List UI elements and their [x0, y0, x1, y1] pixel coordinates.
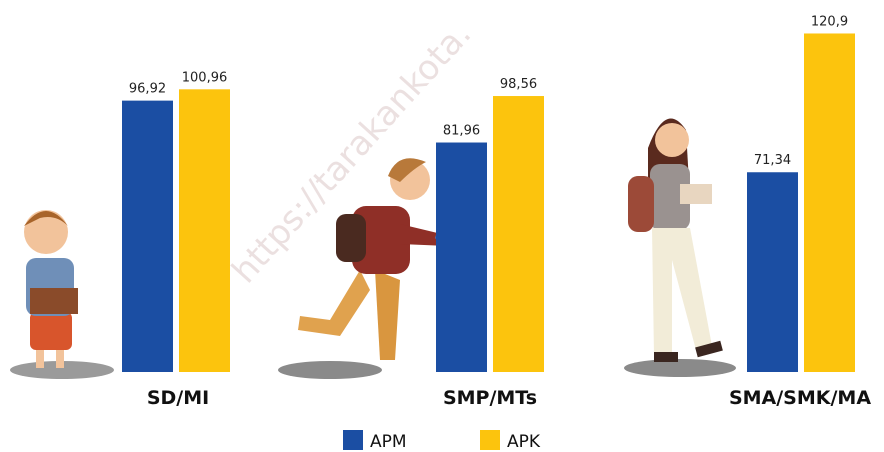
- value-label: 96,92: [129, 82, 166, 97]
- illustrations: [10, 118, 736, 379]
- value-label: 100,96: [182, 70, 228, 85]
- girl-figure: [628, 118, 723, 362]
- value-label: 120,9: [811, 14, 848, 29]
- bar: [436, 142, 487, 372]
- legend-swatch: [343, 430, 363, 450]
- bar: [122, 100, 173, 373]
- shadow: [624, 359, 736, 377]
- legend-label: APK: [507, 432, 541, 452]
- legend-label: APM: [370, 432, 407, 452]
- category-label: SMA/SMK/MA: [729, 387, 871, 409]
- value-label: 71,34: [754, 153, 791, 168]
- value-label: 81,96: [443, 124, 480, 139]
- bar: [179, 89, 230, 372]
- legend-swatch: [480, 430, 500, 450]
- bar: [804, 33, 855, 372]
- bar: [493, 96, 544, 373]
- category-label: SMP/MTs: [443, 387, 537, 409]
- bar: [747, 172, 798, 372]
- child-figure: [24, 210, 78, 368]
- shadow: [278, 361, 382, 379]
- category-label: SD/MI: [147, 387, 209, 409]
- value-label: 98,56: [500, 77, 537, 92]
